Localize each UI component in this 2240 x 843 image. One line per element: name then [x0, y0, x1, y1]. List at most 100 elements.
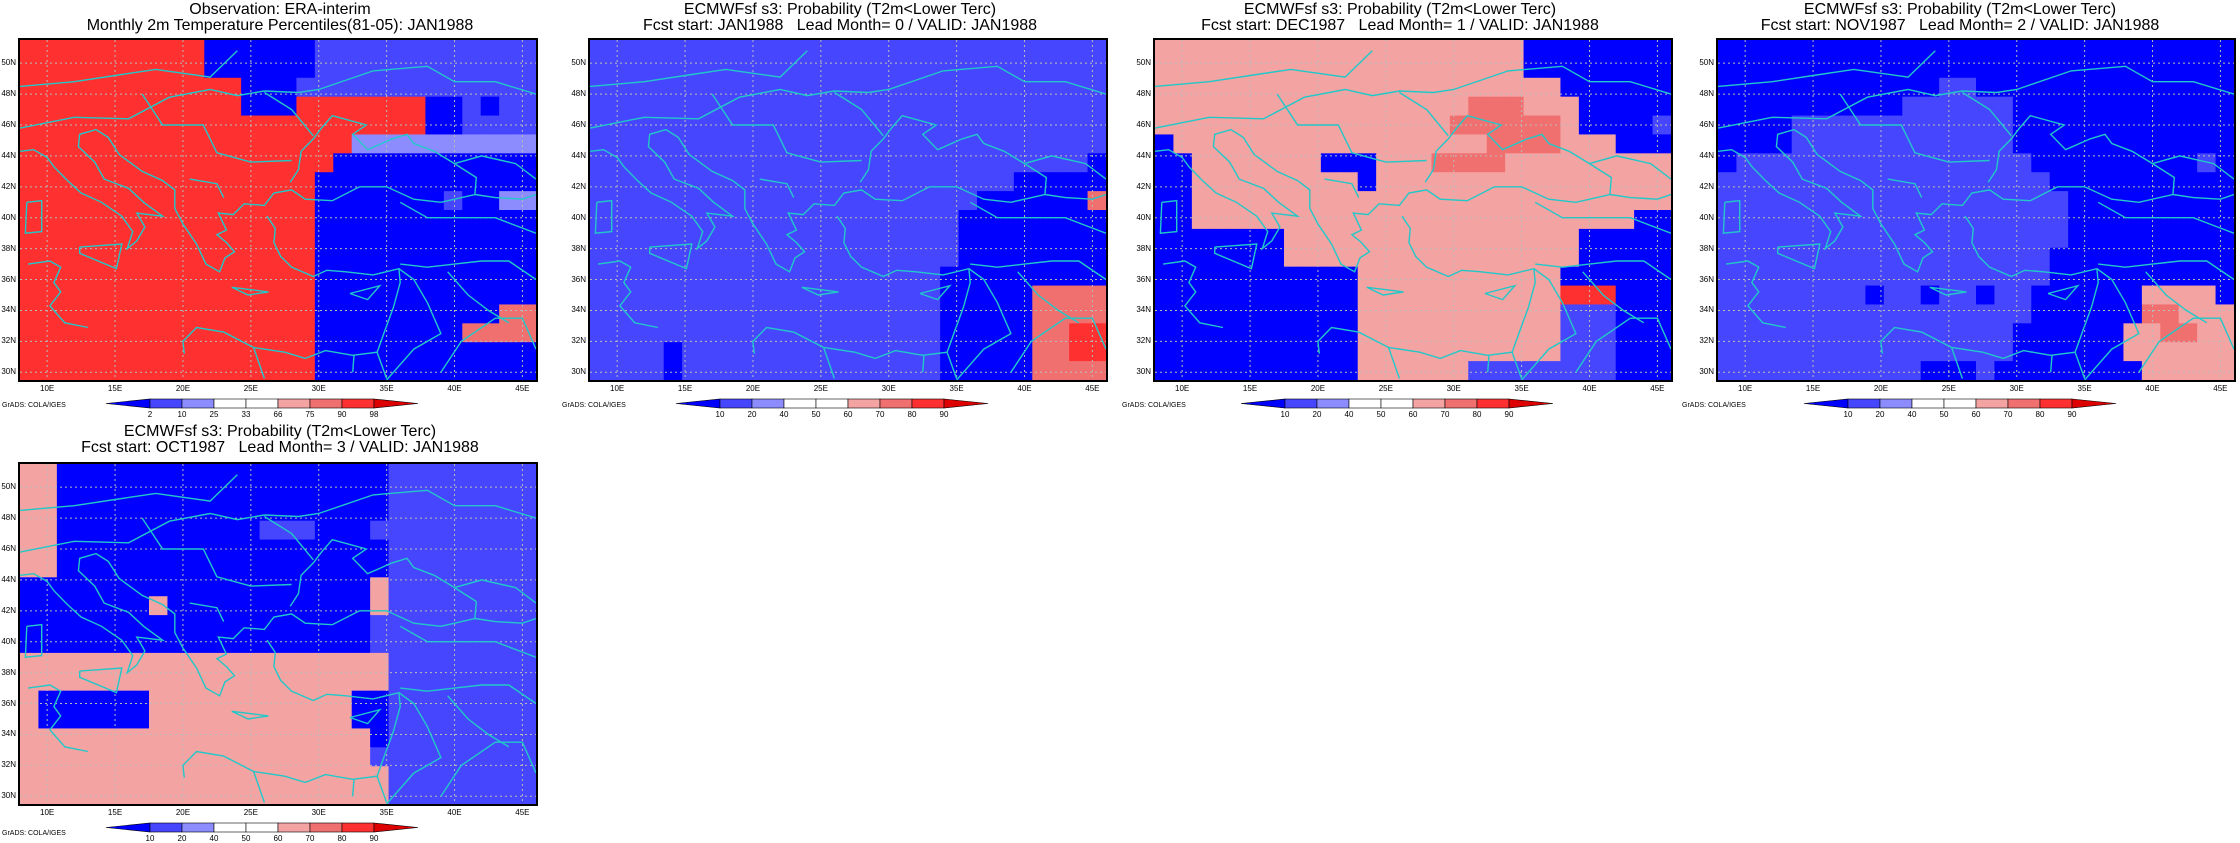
coastline	[252, 771, 266, 803]
grid-cell	[958, 323, 978, 343]
grid-cell	[38, 709, 58, 730]
grid-cell	[940, 304, 960, 324]
grid-cell	[185, 228, 205, 249]
grid-cell	[792, 361, 812, 380]
coastline	[1718, 50, 1936, 88]
grid-cell	[1449, 342, 1469, 362]
colorbar-label: 50	[811, 410, 821, 419]
grid-cell	[958, 115, 978, 136]
grid-cell	[1228, 228, 1248, 249]
grid-cell	[866, 228, 886, 249]
grid-cell	[259, 690, 279, 711]
grid-cell	[278, 191, 298, 211]
grid-cell	[1357, 191, 1377, 211]
lat-tick-label: 34N	[1, 729, 16, 739]
grid-cell	[517, 634, 536, 654]
grid-cell	[1578, 247, 1598, 268]
grid-cell	[700, 96, 720, 117]
grid-cell	[1431, 210, 1451, 230]
grid-cell	[222, 77, 242, 98]
grid-cell	[38, 558, 58, 578]
grid-cell	[259, 58, 279, 79]
grid-cell	[204, 285, 224, 306]
grid-cell	[370, 747, 390, 767]
grid-cell	[755, 40, 775, 60]
grid-cell	[167, 482, 187, 503]
grid-cell	[499, 115, 519, 136]
grid-cell	[38, 766, 58, 786]
grid-cell	[1773, 115, 1793, 136]
grid-cell	[278, 709, 298, 730]
grid-cell	[1284, 153, 1304, 173]
grid-cell	[56, 615, 76, 635]
lat-tick-label: 44N	[1136, 150, 1151, 160]
grid-cell	[2123, 40, 2143, 60]
grid-cell	[93, 747, 113, 767]
grid-cell	[443, 285, 463, 306]
lat-tick-label: 32N	[571, 336, 586, 346]
grid-cell	[1173, 40, 1193, 60]
grid-cell	[2160, 323, 2180, 343]
grid-cell	[425, 596, 445, 616]
lat-tick-label: 40N	[1699, 212, 1714, 222]
grid-cell	[590, 58, 610, 79]
grid-cell	[1376, 153, 1396, 173]
grid-cell	[480, 172, 500, 192]
lat-tick-label: 44N	[1, 150, 16, 160]
panel-title-line2: Fcst start: NOV1987 Lead Month= 2 / VALI…	[1760, 17, 2160, 34]
grid-cell	[700, 172, 720, 192]
grid-cell	[2215, 323, 2234, 343]
colorbar-segment	[879, 398, 913, 409]
grid-cell	[1652, 40, 1671, 60]
grid-cell	[185, 77, 205, 98]
grid-cell	[278, 342, 298, 362]
grid-cell	[1578, 77, 1598, 98]
grid-cell	[1394, 58, 1414, 79]
grid-cell	[1357, 77, 1377, 98]
grid-cell	[1210, 266, 1230, 287]
grid-cell	[20, 96, 40, 117]
grid-cell	[112, 690, 132, 711]
grid-cell	[333, 210, 353, 230]
grid-cell	[1994, 323, 2014, 343]
grid-cell	[921, 323, 941, 343]
grid-cell	[1773, 153, 1793, 173]
grid-cell	[425, 747, 445, 767]
grid-cell	[222, 520, 242, 541]
grads-credit: GrADS: COLA/IGES	[1682, 402, 1746, 409]
grid-cell	[1652, 134, 1671, 154]
coastline	[1024, 155, 1106, 180]
grid-cell	[56, 652, 76, 673]
grid-cell	[149, 77, 169, 98]
grid-cell	[1320, 210, 1340, 230]
colorbar-segment	[1284, 398, 1318, 409]
grid-cell	[977, 361, 997, 380]
grid-cell	[314, 577, 334, 597]
grid-cell	[663, 58, 683, 79]
grid-cell	[2215, 58, 2234, 79]
grid-cell	[222, 191, 242, 211]
grid-cell	[204, 577, 224, 597]
grid-cell	[1284, 191, 1304, 211]
grid-cell	[1050, 134, 1070, 154]
grid-cell	[921, 191, 941, 211]
grid-cell	[1736, 285, 1756, 306]
grid-cell	[259, 520, 279, 541]
grid-cell	[1920, 58, 1940, 79]
grid-cell	[2197, 247, 2217, 268]
grid-cell	[443, 785, 463, 804]
grid-cell	[75, 342, 95, 362]
grid-cell	[2105, 323, 2125, 343]
grid-cell	[1413, 247, 1433, 268]
grid-cell	[1155, 58, 1175, 79]
grid-cell	[1542, 228, 1562, 249]
grid-cell	[2012, 40, 2032, 60]
grid-cell	[2105, 210, 2125, 230]
grid-cell	[56, 596, 76, 616]
lon-tick-label: 30E	[1446, 384, 1461, 393]
grid-cell	[462, 615, 482, 635]
grads-credit: GrADS: COLA/IGES	[1122, 402, 1186, 409]
grid-cell	[1542, 58, 1562, 79]
grid-cell	[75, 728, 95, 748]
grid-cell	[1357, 361, 1377, 380]
